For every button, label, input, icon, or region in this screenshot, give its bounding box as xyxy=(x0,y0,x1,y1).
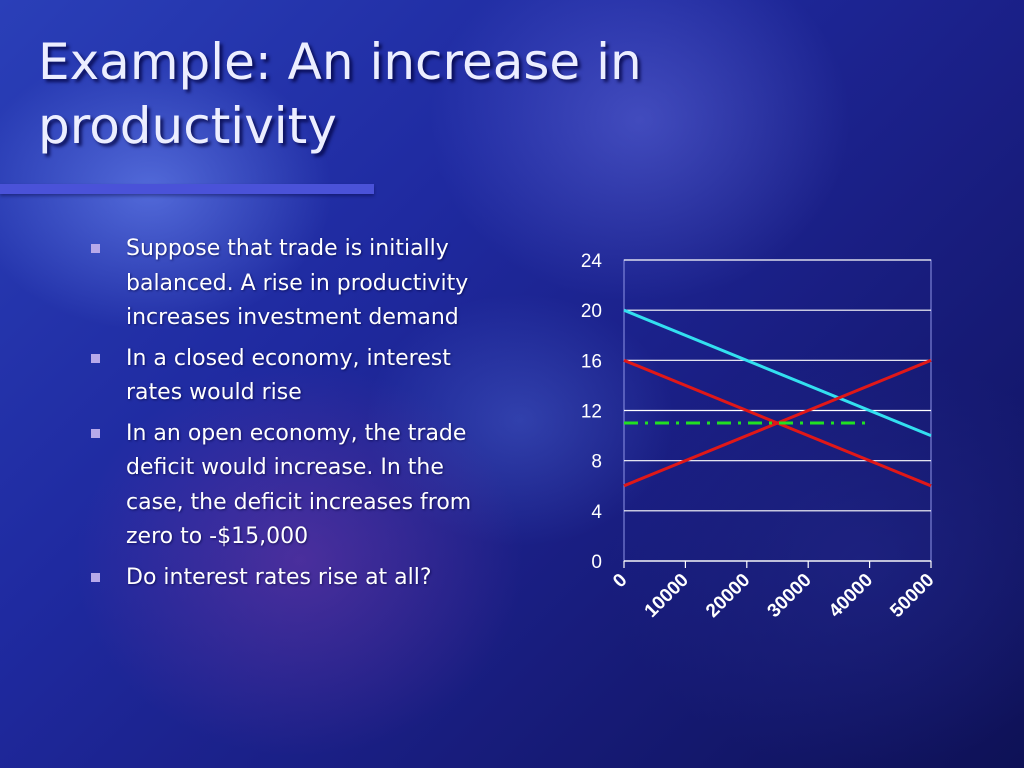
bullet-square-icon xyxy=(91,353,100,363)
slide-title: Example: An increase in productivity xyxy=(38,33,642,155)
bullet-text: In a closed economy, interest rates woul… xyxy=(126,345,451,406)
bullet-square-icon xyxy=(91,572,100,582)
line-chart: 0 4 8 12 16 20 24 0 10000 20000 30000 40000 50000 xyxy=(581,251,939,622)
title-underline xyxy=(0,184,374,194)
bullet-text: Suppose that trade is initially balanced… xyxy=(126,236,469,330)
x-tick-label: 0 xyxy=(609,570,631,592)
series-line xyxy=(623,308,932,437)
x-tick-label: 20000 xyxy=(702,570,754,622)
bullet-square-icon xyxy=(91,428,100,438)
x-tick-label: 30000 xyxy=(764,570,816,622)
bullet-item: Do interest rates rise at all? xyxy=(88,561,508,596)
y-tick-label: 4 xyxy=(591,502,602,523)
bullet-text: Do interest rates rise at all? xyxy=(126,564,432,590)
y-tick-label: 0 xyxy=(591,552,602,573)
x-tick-label: 50000 xyxy=(886,570,938,622)
y-tick-label: 12 xyxy=(581,402,602,423)
y-tick-label: 16 xyxy=(581,351,602,372)
y-tick-label: 24 xyxy=(581,251,603,272)
series-line xyxy=(623,358,932,488)
y-tick-label: 8 xyxy=(591,452,602,473)
bullet-item: In an open economy, the trade deficit wo… xyxy=(88,417,508,555)
bullet-item: Suppose that trade is initially balanced… xyxy=(88,232,508,336)
bullet-square-icon xyxy=(91,244,100,253)
x-tick-label: 40000 xyxy=(825,570,877,622)
x-tick-label: 10000 xyxy=(641,570,693,622)
bullet-list: Suppose that trade is initially balanced… xyxy=(88,232,508,601)
bullet-text: In an open economy, the trade deficit wo… xyxy=(126,420,472,550)
bullet-item: In a closed economy, interest rates woul… xyxy=(88,342,508,411)
y-tick-label: 20 xyxy=(581,301,602,322)
